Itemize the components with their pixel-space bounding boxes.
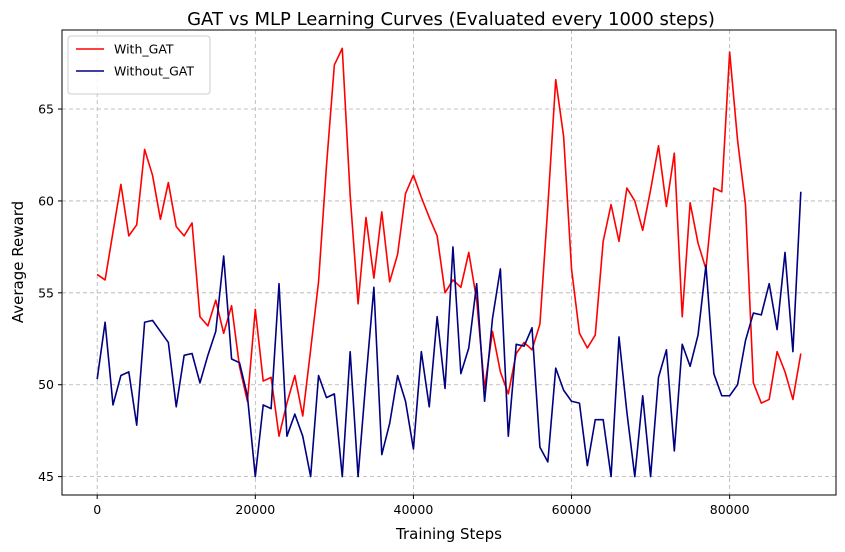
legend-label: Without_GAT [114,64,194,79]
series-line-without-gat [96,191,802,478]
x-tick-label: 60000 [552,502,592,517]
series-layer [96,47,802,478]
y-tick-label: 45 [38,469,54,484]
x-axis-label: Training Steps [395,525,502,543]
plot-area-frame [61,29,837,496]
y-tick-label: 65 [38,102,54,117]
x-axis-ticks: 0 20000 40000 60000 80000 [93,495,750,517]
y-tick-label: 50 [38,377,54,392]
x-tick-label: 20000 [235,502,275,517]
legend-box [67,35,211,95]
y-axis-label: Average Reward [9,201,27,323]
grid-lines [62,30,836,495]
x-tick-label: 80000 [710,502,750,517]
series-line-with-gat [96,47,802,437]
x-tick-label: 40000 [394,502,434,517]
y-tick-label: 55 [38,285,54,300]
legend-label: With_GAT [114,42,174,57]
y-axis-ticks: 45 50 55 60 65 [38,102,62,484]
legend: With_GAT Without_GAT [67,35,211,95]
y-tick-label: 60 [38,193,54,208]
x-tick-label: 0 [93,502,101,517]
chart-title: GAT vs MLP Learning Curves (Evaluated ev… [187,9,715,30]
